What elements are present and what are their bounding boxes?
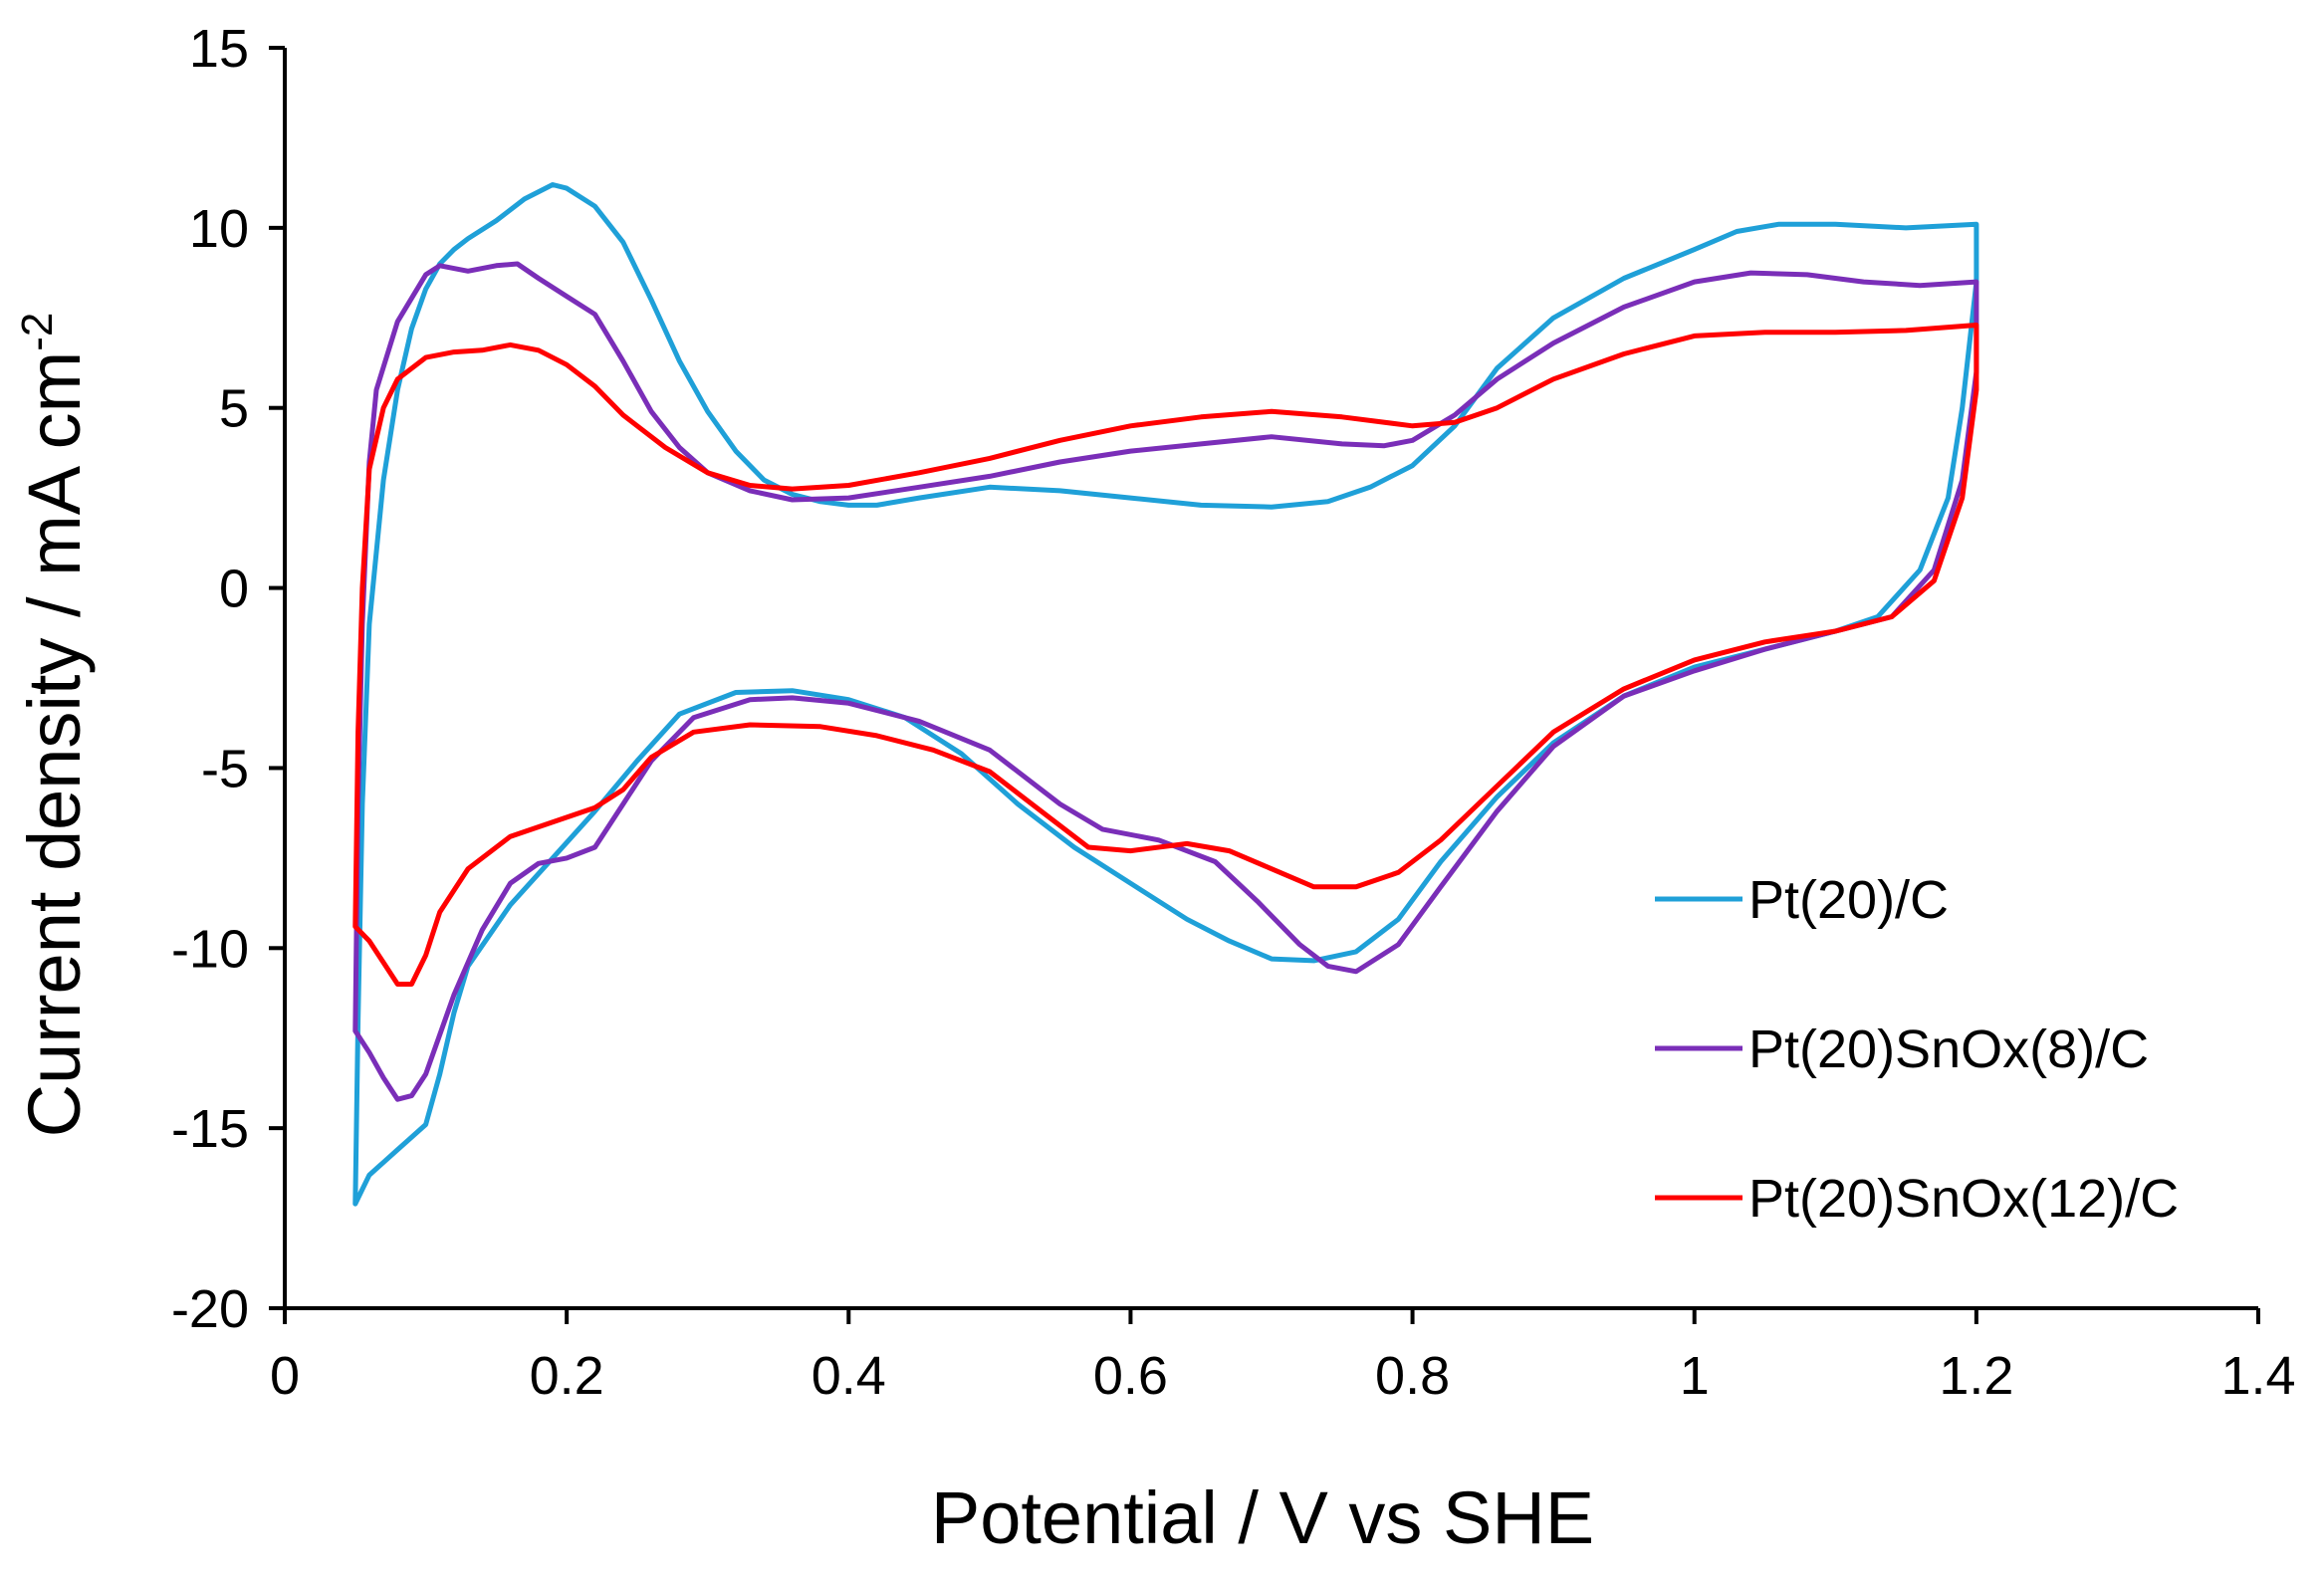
series-line-pt-20-snox-12-c — [352, 323, 1979, 987]
y-tick-label: -20 — [171, 1279, 249, 1339]
series-group — [352, 182, 1979, 1207]
y-tick-label: -15 — [171, 1099, 249, 1159]
y-tick-label: 15 — [189, 19, 249, 79]
legend-label: Pt(20)/C — [1748, 870, 1949, 930]
x-tick-label: 0.4 — [812, 1346, 886, 1406]
legend: Pt(20)/C Pt(20)SnOx(8)/C Pt(20)SnOx(12)/C — [1655, 870, 2179, 1229]
legend-label: Pt(20)SnOx(12)/C — [1748, 1169, 2179, 1229]
x-tick-label: 0.2 — [530, 1346, 604, 1406]
y-axis-title: Current density / mA cm-2 — [13, 313, 96, 1138]
x-tick-label: 1 — [1680, 1346, 1710, 1406]
y-axis-title-superscript: -2 — [13, 313, 62, 351]
x-tick-label: 0.8 — [1375, 1346, 1450, 1406]
x-tick-label: 0 — [270, 1346, 300, 1406]
series-line-pt-20-c — [352, 182, 1979, 1207]
x-axis-title: Potential / V vs SHE — [931, 1476, 1594, 1559]
x-axis: 0 0.2 0.4 0.6 0.8 1 1.2 1.4 — [270, 1306, 2296, 1406]
y-tick-label: -10 — [171, 919, 249, 979]
x-tick-label: 1.2 — [1939, 1346, 2013, 1406]
legend-label: Pt(20)SnOx(8)/C — [1748, 1019, 2149, 1079]
y-tick-label: 10 — [189, 199, 249, 259]
y-tick-label: 0 — [219, 560, 249, 619]
y-axis: -20 -15 -10 -5 0 5 10 15 — [171, 19, 287, 1339]
y-axis-title-text: Current density / mA cm — [13, 351, 96, 1138]
x-tick-label: 0.6 — [1093, 1346, 1168, 1406]
y-tick-label: -5 — [201, 739, 249, 798]
y-tick-label: 5 — [219, 379, 249, 439]
x-tick-label: 1.4 — [2220, 1346, 2295, 1406]
